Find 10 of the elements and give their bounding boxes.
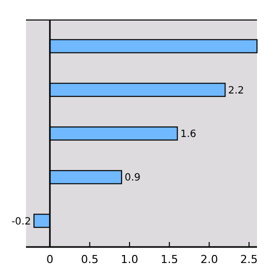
x-tick-label: 0.5 [80, 252, 98, 266]
data-label: 1.6 [180, 129, 196, 140]
x-tick-label: 2.5 [240, 252, 258, 266]
data-label: 2.2 [228, 85, 244, 96]
x-tick-label: 1.5 [160, 252, 178, 266]
data-label: -0.2 [11, 216, 31, 228]
x-tick-label: 2.0 [200, 252, 218, 266]
x-tick-label: 0 [46, 252, 54, 266]
data-label: 0.9 [124, 172, 140, 184]
x-tick-label: 1.0 [120, 252, 138, 266]
